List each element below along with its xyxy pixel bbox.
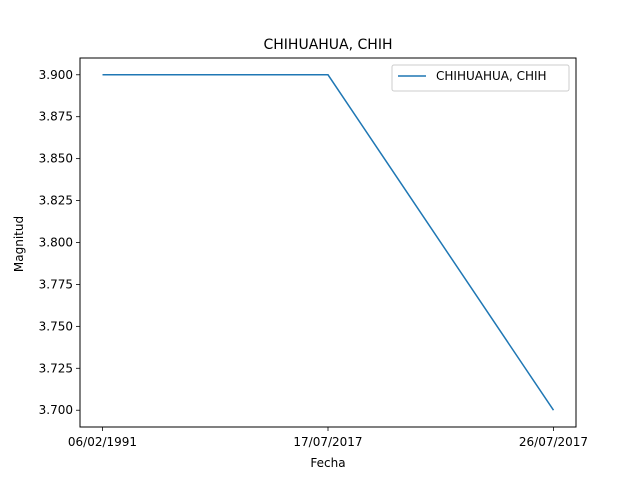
y-tick-label: 3.775 — [39, 277, 73, 291]
y-tick-label: 3.900 — [39, 68, 73, 82]
y-axis: 3.700 3.725 3.750 3.775 3.800 3.825 3.850 3.875… — [39, 68, 80, 417]
legend: CHIHUAHUA, CHIH — [391, 64, 570, 92]
y-axis-label: Magnitud — [12, 216, 26, 272]
y-tick-label: 3.875 — [39, 110, 73, 124]
chart-title: CHIHUAHUA, CHIH — [264, 37, 393, 53]
legend-box — [391, 64, 570, 92]
y-tick-label: 3.750 — [39, 319, 73, 333]
x-tick-label: 06/02/1991 — [68, 435, 137, 449]
x-axis-label: Fecha — [310, 456, 345, 470]
y-tick-label: 3.700 — [39, 403, 73, 417]
legend-entry: CHIHUAHUA, CHIH — [436, 69, 547, 83]
axes-frame — [79, 57, 577, 428]
y-tick-label: 3.800 — [39, 236, 73, 250]
x-tick-label: 26/07/2017 — [519, 435, 588, 449]
y-tick-label: 3.725 — [39, 361, 73, 375]
y-tick-label: 3.850 — [39, 152, 73, 166]
series-line — [102, 74, 555, 411]
series-layer — [102, 74, 555, 411]
y-tick-label: 3.825 — [39, 194, 73, 208]
x-tick-label: 17/07/2017 — [293, 435, 362, 449]
x-axis: 06/02/1991 17/07/2017 26/07/2017 — [68, 427, 588, 449]
